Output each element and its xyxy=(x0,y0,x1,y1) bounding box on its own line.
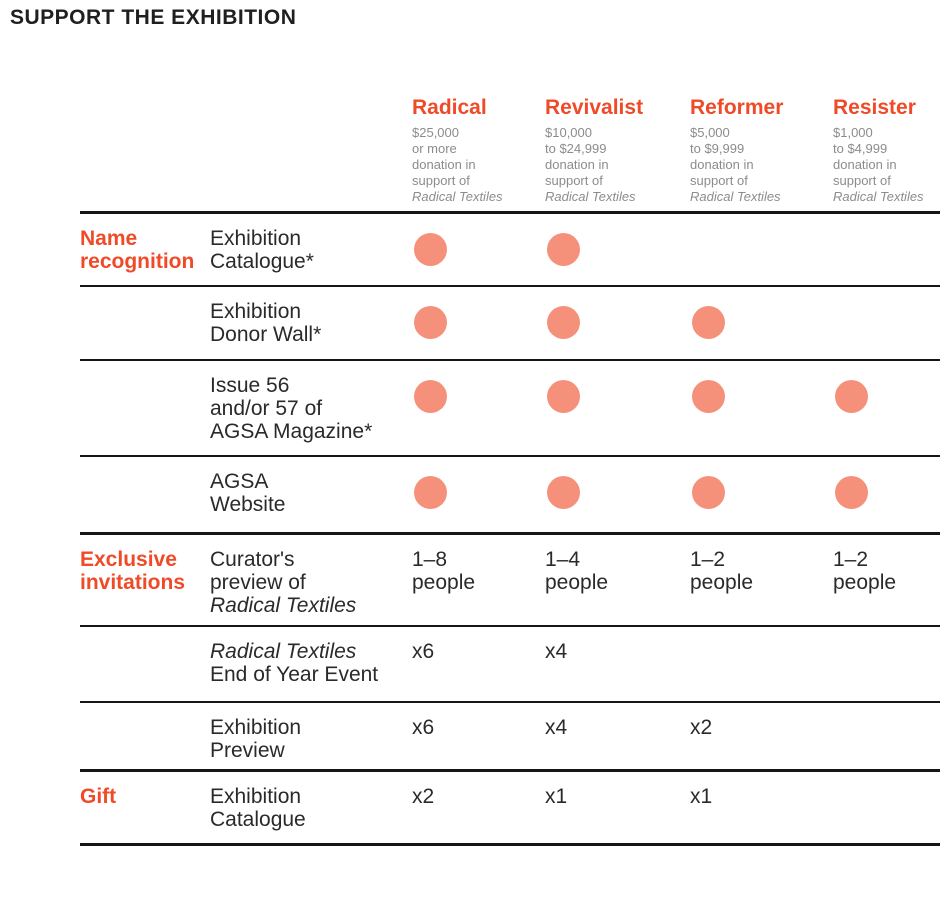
section-spacer xyxy=(80,361,210,455)
included-dot xyxy=(414,380,447,413)
tier-value-revivalist xyxy=(545,361,690,455)
row-agsa-magazine: Issue 56 and/or 57 of AGSA Magazine* xyxy=(80,359,940,455)
tier-description: $25,000 or more donation in support of R… xyxy=(412,125,503,204)
donor-tier-table: Radical $25,000 or more donation in supp… xyxy=(80,84,940,846)
tier-value-revivalist: x1 xyxy=(545,785,568,808)
tier-value-radical: 1–8 people xyxy=(412,548,476,594)
included-dot xyxy=(414,476,447,509)
page-title: SUPPORT THE EXHIBITION xyxy=(10,6,297,29)
benefit-label: Issue 56 and/or 57 of AGSA Magazine* xyxy=(210,374,373,443)
benefit-label: Exhibition Preview xyxy=(210,716,302,762)
tier-value-radical xyxy=(412,457,545,532)
tier-description: $10,000 to $24,999 donation in support o… xyxy=(545,125,636,204)
section-label-name-recognition: Name recognition xyxy=(80,227,195,273)
tier-header-resister: Resister $1,000 to $4,999 donation in su… xyxy=(833,84,940,211)
tier-name: Resister xyxy=(833,96,916,119)
included-dot xyxy=(692,306,725,339)
row-exhibition-donor-wall: Exhibition Donor Wall* xyxy=(80,285,940,359)
included-dot xyxy=(547,380,580,413)
tier-value-radical xyxy=(412,287,545,359)
included-dot xyxy=(547,476,580,509)
row-end-of-year-event: Radical Textiles End of Year Event x6 x4 xyxy=(80,625,940,701)
tier-value-radical: x6 xyxy=(412,640,435,663)
tier-value-revivalist xyxy=(545,287,690,359)
section-label-gift: Gift xyxy=(80,785,117,808)
tier-description: $5,000 to $9,999 donation in support of … xyxy=(690,125,781,204)
benefit-label: Exhibition Catalogue* xyxy=(210,227,314,273)
tier-value-reformer: 1–2 people xyxy=(690,548,754,594)
included-dot xyxy=(692,380,725,413)
tier-value-reformer: x1 xyxy=(690,785,713,808)
tier-description: $1,000 to $4,999 donation in support of … xyxy=(833,125,924,204)
included-dot xyxy=(414,233,447,266)
tier-header-radical: Radical $25,000 or more donation in supp… xyxy=(412,84,545,211)
tier-value-resister xyxy=(833,214,940,285)
tier-value-revivalist: 1–4 people xyxy=(545,548,609,594)
tier-value-reformer: x2 xyxy=(690,716,713,739)
header-spacer-benefit xyxy=(210,84,412,211)
benefit-label: Exhibition Donor Wall* xyxy=(210,300,322,346)
included-dot xyxy=(835,476,868,509)
tier-value-resister xyxy=(833,361,940,455)
tier-header-row: Radical $25,000 or more donation in supp… xyxy=(80,84,940,211)
benefit-label: AGSA Website xyxy=(210,470,286,516)
tier-value-reformer xyxy=(690,214,833,285)
row-exhibition-preview: Exhibition Preview x6 x4 x2 xyxy=(80,701,940,769)
tier-value-resister xyxy=(833,703,940,769)
header-spacer-section xyxy=(80,84,210,211)
tier-value-revivalist xyxy=(545,457,690,532)
tier-name: Revivalist xyxy=(545,96,644,119)
section-label-exclusive-invitations: Exclusive invitations xyxy=(80,548,186,594)
section-spacer xyxy=(80,703,210,769)
tier-value-resister xyxy=(833,772,940,843)
tier-header-reformer: Reformer $5,000 to $9,999 donation in su… xyxy=(690,84,833,211)
tier-value-resister xyxy=(833,457,940,532)
tier-value-revivalist xyxy=(545,214,690,285)
row-curators-preview: Exclusive invitations Curator's preview … xyxy=(80,532,940,625)
row-agsa-website: AGSA Website xyxy=(80,455,940,532)
row-exhibition-catalogue-recognition: Name recognition Exhibition Catalogue* xyxy=(80,211,940,285)
benefit-label: Exhibition Catalogue xyxy=(210,785,306,831)
row-gift-exhibition-catalogue: Gift Exhibition Catalogue x2 x1 x1 xyxy=(80,769,940,843)
tier-value-radical: x2 xyxy=(412,785,435,808)
tier-value-radical: x6 xyxy=(412,716,435,739)
tier-value-radical xyxy=(412,361,545,455)
tier-value-reformer xyxy=(690,457,833,532)
tier-value-revivalist: x4 xyxy=(545,716,568,739)
section-spacer xyxy=(80,457,210,532)
included-dot xyxy=(547,233,580,266)
tier-name: Reformer xyxy=(690,96,784,119)
tier-value-resister: 1–2 people xyxy=(833,548,897,594)
tier-value-resister xyxy=(833,287,940,359)
tier-value-revivalist: x4 xyxy=(545,640,568,663)
included-dot xyxy=(835,380,868,413)
benefit-label: Curator's preview of Radical Textiles xyxy=(210,548,357,617)
included-dot xyxy=(692,476,725,509)
benefit-label: Radical Textiles End of Year Event xyxy=(210,640,379,686)
tier-name: Radical xyxy=(412,96,487,119)
tier-value-radical xyxy=(412,214,545,285)
included-dot xyxy=(414,306,447,339)
tier-value-reformer xyxy=(690,627,833,701)
tier-header-revivalist: Revivalist $10,000 to $24,999 donation i… xyxy=(545,84,690,211)
included-dot xyxy=(547,306,580,339)
tier-value-reformer xyxy=(690,287,833,359)
section-spacer xyxy=(80,287,210,359)
section-spacer xyxy=(80,627,210,701)
tier-value-reformer xyxy=(690,361,833,455)
tier-value-resister xyxy=(833,627,940,701)
